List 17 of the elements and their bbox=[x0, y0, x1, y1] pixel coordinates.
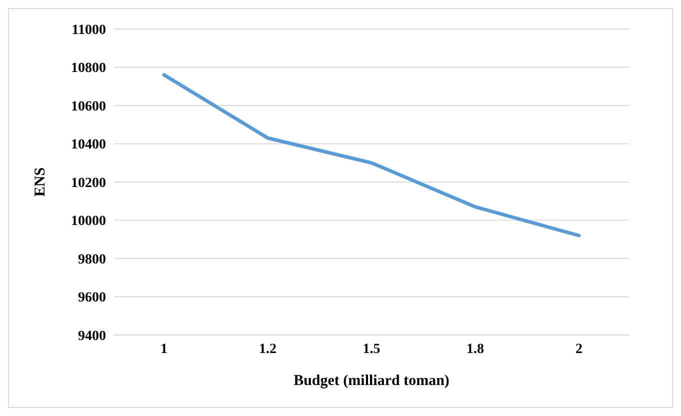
y-tick-label: 9400 bbox=[78, 328, 106, 344]
y-tick-label: 10800 bbox=[71, 61, 106, 76]
x-tick-label: 1.8 bbox=[466, 342, 484, 357]
y-tick-label: 9600 bbox=[78, 290, 106, 306]
y-tick-label: 9800 bbox=[78, 252, 106, 268]
y-tick-label: 10000 bbox=[71, 214, 106, 230]
x-tick-label: 1.5 bbox=[362, 342, 380, 357]
x-tick-label: 1.2 bbox=[259, 342, 276, 357]
x-tick-label: 2 bbox=[576, 342, 582, 357]
y-axis-title: ENS bbox=[32, 167, 48, 197]
y-tick-label: 10200 bbox=[71, 176, 106, 191]
x-tick-label: 1 bbox=[160, 342, 168, 357]
y-tick-label: 11000 bbox=[72, 22, 106, 38]
x-axis-title: Budget (milliard toman) bbox=[294, 373, 450, 389]
line-series bbox=[162, 73, 581, 238]
y-tick-label: 10400 bbox=[71, 138, 106, 153]
y-tick-label: 10600 bbox=[71, 99, 106, 114]
